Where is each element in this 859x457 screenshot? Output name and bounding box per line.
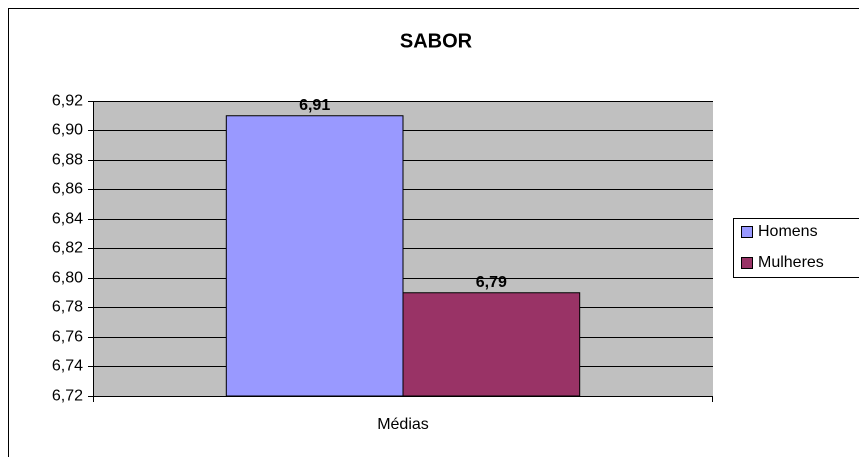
value-label: 6,91 [299, 97, 330, 114]
y-tick-label: 6,82 [52, 240, 83, 257]
y-tick-label: 6,78 [52, 299, 83, 316]
legend-box [733, 218, 859, 278]
legend-swatch [741, 226, 753, 238]
bar [225, 115, 404, 397]
value-label: 6,79 [476, 274, 507, 291]
chart-title: SABOR [400, 30, 473, 52]
legend-label: Homens [758, 223, 818, 240]
legend-label: Mulheres [758, 254, 824, 271]
y-tick-label: 6,84 [52, 211, 83, 228]
x-tick-label: Médias [377, 416, 429, 433]
legend-swatch [741, 257, 753, 269]
y-tick-label: 6,86 [52, 181, 83, 198]
y-tick-label: 6,92 [52, 93, 83, 110]
y-tick-label: 6,80 [52, 270, 83, 287]
bar [402, 292, 581, 397]
y-tick-label: 6,88 [52, 152, 83, 169]
y-tick-label: 6,90 [52, 122, 83, 139]
y-tick-label: 6,76 [52, 329, 83, 346]
y-tick-label: 6,74 [52, 358, 83, 375]
y-tick-label: 6,72 [52, 388, 83, 405]
